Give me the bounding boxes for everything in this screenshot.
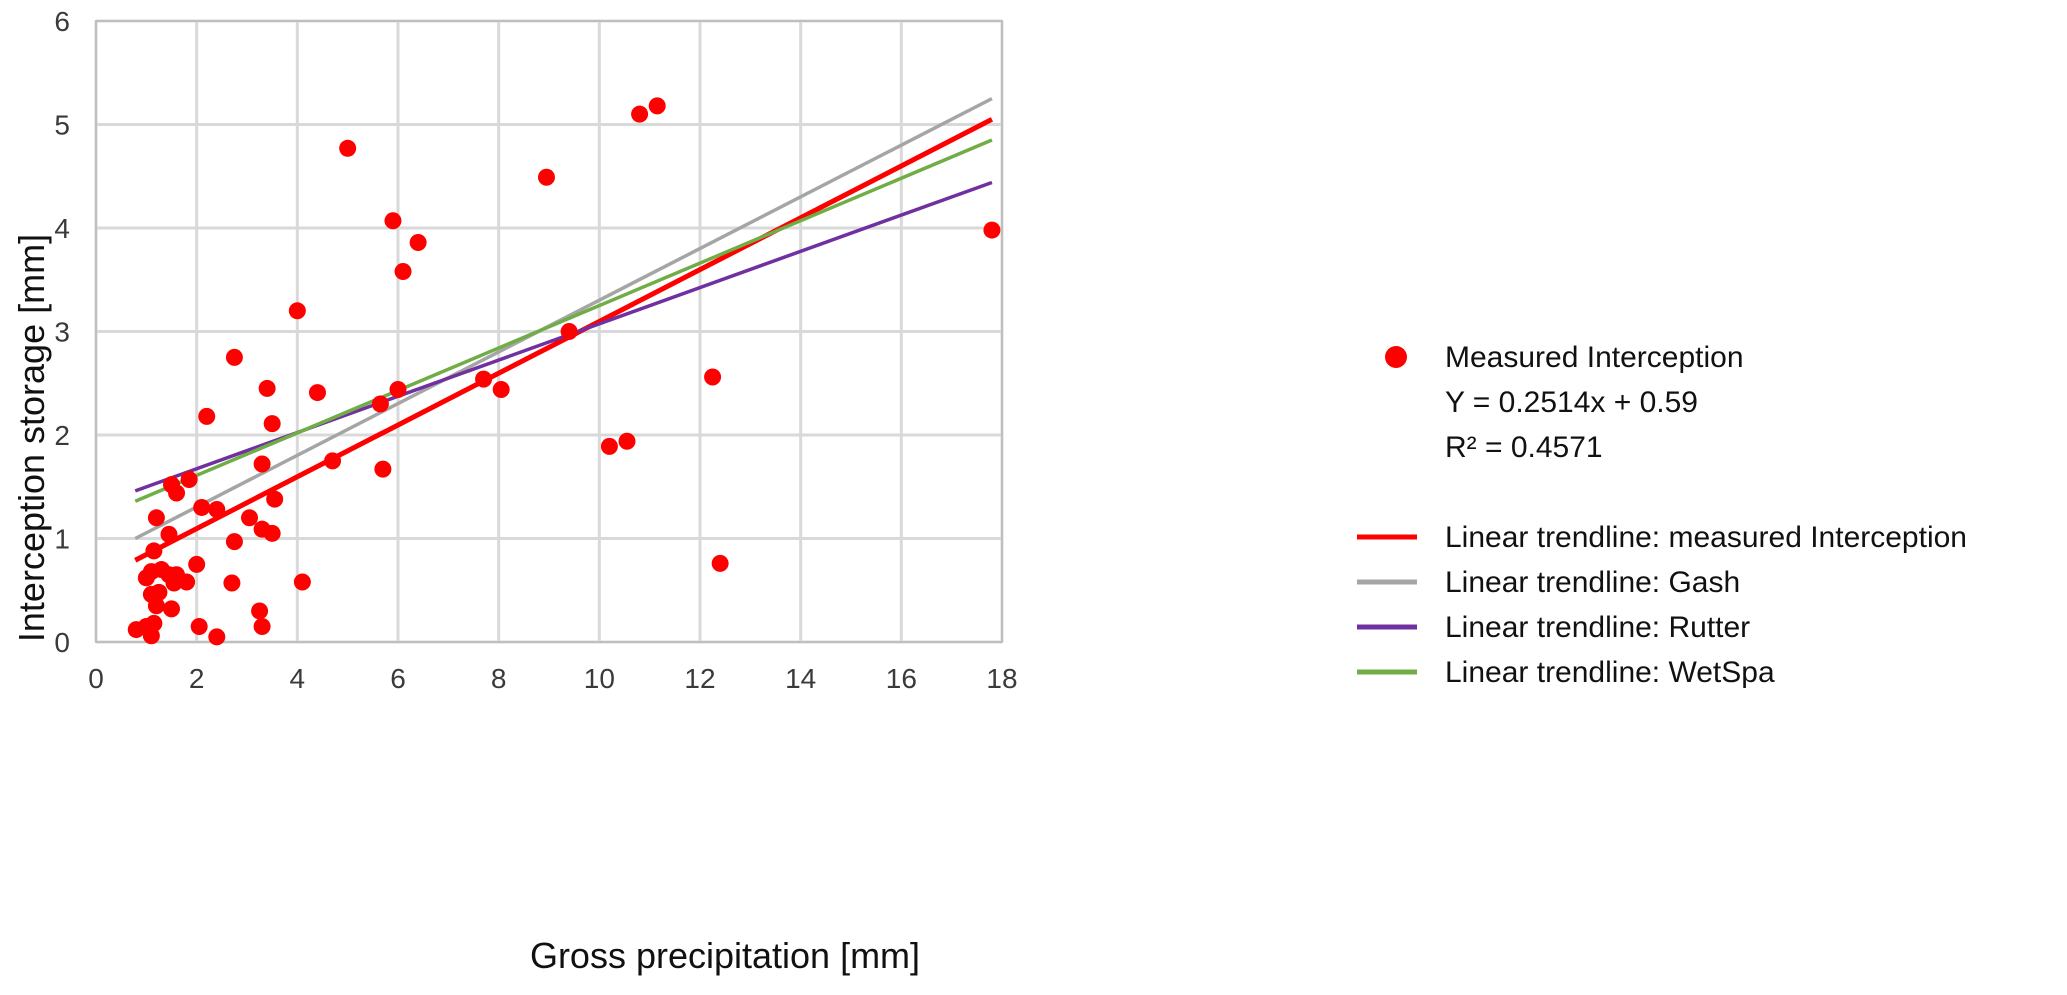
data-point xyxy=(374,460,392,478)
legend-line-label: Linear trendline: WetSpa xyxy=(1445,656,1775,689)
data-point xyxy=(384,212,402,230)
x-tick-label: 16 xyxy=(886,663,917,694)
data-point xyxy=(147,509,165,527)
data-point xyxy=(145,614,163,632)
legend-r-squared: R² = 0.4571 xyxy=(1445,431,1603,464)
data-point xyxy=(371,395,389,413)
data-point xyxy=(180,471,198,489)
data-point xyxy=(339,139,357,157)
data-point xyxy=(263,415,281,433)
data-point xyxy=(704,368,722,386)
y-tick-label: 2 xyxy=(54,420,70,451)
data-point xyxy=(147,597,165,615)
x-tick-label: 10 xyxy=(584,663,615,694)
data-point xyxy=(160,525,178,543)
plot-border xyxy=(95,20,1003,643)
measured-points xyxy=(127,97,1001,646)
data-point xyxy=(241,509,259,527)
data-point xyxy=(190,617,208,635)
data-point xyxy=(253,455,271,473)
y-axis-ticks: 0 1 2 3 4 5 6 xyxy=(54,6,70,658)
data-point xyxy=(193,498,211,516)
data-point xyxy=(537,168,555,186)
x-tick-label: 0 xyxy=(88,663,104,694)
x-tick-label: 14 xyxy=(785,663,816,694)
data-point xyxy=(258,379,276,397)
data-point xyxy=(251,602,269,620)
data-point xyxy=(225,533,243,551)
data-point xyxy=(618,432,636,450)
x-tick-label: 4 xyxy=(290,663,306,694)
y-tick-label: 5 xyxy=(54,110,70,141)
x-tick-label: 6 xyxy=(390,663,406,694)
data-point xyxy=(711,554,729,572)
data-point xyxy=(253,617,271,635)
data-point xyxy=(266,490,284,508)
x-tick-label: 12 xyxy=(684,663,715,694)
legend-line-label: Linear trendline: Rutter xyxy=(1445,611,1750,644)
data-point xyxy=(168,484,186,502)
data-point xyxy=(223,574,241,592)
data-point xyxy=(178,573,196,591)
trendline xyxy=(134,138,993,503)
data-point xyxy=(188,555,206,573)
y-tick-label: 3 xyxy=(54,317,70,348)
data-point xyxy=(208,628,226,646)
y-tick-label: 6 xyxy=(54,6,70,37)
y-tick-label: 4 xyxy=(54,213,70,244)
data-point xyxy=(600,437,618,455)
trendline xyxy=(134,117,994,563)
data-point xyxy=(208,501,226,519)
data-point xyxy=(150,583,168,601)
legend-equation: Y = 0.2514x + 0.59 xyxy=(1445,386,1698,419)
x-tick-label: 18 xyxy=(986,663,1017,694)
data-point xyxy=(263,524,281,542)
data-point xyxy=(492,380,510,398)
legend-label-measured: Measured Interception xyxy=(1445,341,1744,374)
data-point xyxy=(308,384,326,402)
data-point xyxy=(324,452,342,470)
x-axis-title: Gross precipitation [mm] xyxy=(530,935,920,976)
legend-line-label: Linear trendline: measured Interception xyxy=(1445,521,1967,554)
legend-line-label: Linear trendline: Gash xyxy=(1445,566,1740,599)
data-point xyxy=(293,573,311,591)
plot-area-border xyxy=(95,20,1003,643)
y-axis-title: Interception storage [mm] xyxy=(11,234,52,642)
data-point xyxy=(648,97,666,115)
data-point xyxy=(475,370,493,388)
data-point xyxy=(560,323,578,340)
data-point xyxy=(198,407,216,425)
data-point xyxy=(409,233,427,251)
data-point xyxy=(389,380,407,398)
data-point xyxy=(225,348,243,366)
legend-trendline-entries: Linear trendline: measured Interception L… xyxy=(1357,521,1967,689)
y-tick-label: 1 xyxy=(54,524,70,555)
legend-marker-measured xyxy=(1385,346,1407,368)
data-point xyxy=(145,542,163,560)
data-point xyxy=(288,302,306,320)
x-tick-label: 8 xyxy=(491,663,507,694)
trendline xyxy=(134,97,993,541)
x-axis-ticks: 0 2 4 6 8 10 12 14 16 18 xyxy=(88,663,1017,694)
y-tick-label: 0 xyxy=(54,627,70,658)
x-tick-label: 2 xyxy=(189,663,205,694)
data-point xyxy=(983,221,1001,239)
data-point xyxy=(394,262,412,280)
data-point xyxy=(163,600,180,618)
legend: Measured Interception Y = 0.2514x + 0.59… xyxy=(1357,341,1967,689)
data-point xyxy=(631,105,649,123)
